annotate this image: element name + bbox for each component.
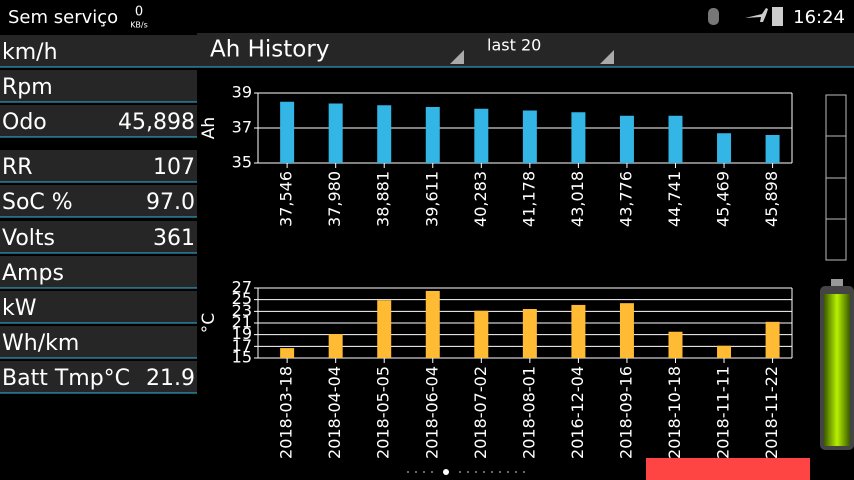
bar <box>377 300 392 358</box>
bar <box>717 345 732 358</box>
y-tick-label: 23 <box>232 301 252 320</box>
y-tick-label: 27 <box>232 278 252 297</box>
row-bg <box>0 326 197 358</box>
x-tick-label: 43,018 <box>568 171 587 227</box>
x-tick-label: 41,178 <box>519 171 538 227</box>
row-bg <box>0 150 197 182</box>
bluetooth-icon <box>708 8 719 25</box>
x-tick-label: 45,469 <box>714 171 733 227</box>
spinner-arrow <box>450 50 464 64</box>
row-bg <box>0 35 197 67</box>
row-value: 21.9 <box>146 366 195 391</box>
row-label: kW <box>2 296 37 321</box>
y-tick-label: 15 <box>232 348 252 367</box>
net-unit: KB/s <box>130 21 148 30</box>
x-tick-label: 2018-06-04 <box>422 366 441 459</box>
y-tick-label: 21 <box>232 313 252 332</box>
row-bg <box>0 70 197 102</box>
bar <box>765 135 780 163</box>
spinner-arrow <box>600 50 614 64</box>
y-tick-label: 25 <box>232 289 252 308</box>
bar <box>765 321 780 358</box>
y-axis-label: Ah <box>199 117 219 139</box>
bar <box>425 290 440 358</box>
x-tick-label: 2018-07-02 <box>471 366 490 459</box>
row-bg <box>0 361 197 393</box>
x-tick-label: 40,283 <box>471 171 490 227</box>
row-bg <box>0 185 197 217</box>
row-label: Odo <box>2 110 47 135</box>
x-tick-label: 43,776 <box>616 171 635 227</box>
x-tick-label: 37,546 <box>277 171 296 227</box>
x-tick-label: 2018-09-16 <box>616 366 635 459</box>
row-label: Amps <box>2 261 64 286</box>
row-bg <box>0 221 197 253</box>
bar <box>425 107 440 163</box>
x-tick-label: 2018-04-04 <box>325 366 344 459</box>
x-tick-label: 44,741 <box>665 171 684 227</box>
bar <box>377 105 392 163</box>
row-value: 45,898 <box>118 110 195 135</box>
row-label: SoC % <box>2 190 73 215</box>
x-tick-label: 2018-08-01 <box>519 366 538 459</box>
bar <box>668 115 683 163</box>
row-value: 97.0 <box>146 190 195 215</box>
y-tick-label: 39 <box>232 83 252 102</box>
net-speed: 0 <box>135 5 143 20</box>
x-tick-label: 2018-11-11 <box>714 366 733 459</box>
y-tick-label: 37 <box>232 118 252 137</box>
spinner-title[interactable]: Ah History <box>210 37 329 63</box>
y-tick-label: 35 <box>232 153 252 172</box>
y-tick-label: 17 <box>232 336 252 355</box>
carrier: Sem serviço <box>8 7 118 28</box>
bar <box>619 115 634 163</box>
x-tick-label: 38,881 <box>374 171 393 227</box>
header-bar <box>197 33 854 67</box>
battery-cap <box>831 279 843 287</box>
bar <box>474 108 489 163</box>
row-label: RR <box>2 155 33 180</box>
row-label: km/h <box>2 40 58 65</box>
x-tick-label: 2016-12-04 <box>568 366 587 459</box>
row-value: 107 <box>153 155 195 180</box>
battery-status-icon <box>772 7 783 26</box>
y-axis-label: °C <box>199 313 219 333</box>
row-label: Batt Tmp°C <box>2 366 130 391</box>
y-tick-label: 19 <box>232 324 252 343</box>
bar <box>280 101 295 163</box>
battery-level <box>824 294 850 446</box>
x-tick-label: 2018-05-05 <box>374 366 393 459</box>
row-value: 361 <box>153 226 195 251</box>
page-indicator <box>407 469 525 475</box>
x-tick-label: 45,898 <box>762 171 781 227</box>
x-tick-label: 2018-10-18 <box>665 366 684 459</box>
row-label: Rpm <box>2 75 53 100</box>
bar <box>474 310 489 358</box>
bar <box>522 309 537 358</box>
clock: 16:24 <box>793 7 845 28</box>
x-tick-label: 37,980 <box>325 171 344 227</box>
x-tick-label: 2018-03-18 <box>277 366 296 459</box>
bar <box>717 133 732 163</box>
bar <box>280 348 295 358</box>
bar <box>619 303 634 358</box>
spinner-range[interactable]: last 20 <box>487 36 541 55</box>
bar <box>328 334 343 358</box>
row-bg <box>0 256 197 288</box>
x-tick-label: 2018-11-22 <box>762 366 781 459</box>
bar <box>522 110 537 163</box>
row-label: Wh/km <box>2 331 79 356</box>
bar <box>571 112 586 163</box>
x-tick-label: 39,611 <box>422 171 441 227</box>
bar <box>571 304 586 358</box>
airplane-icon <box>745 8 768 22</box>
bar <box>668 331 683 358</box>
row-label: Volts <box>2 226 55 251</box>
red-bar <box>646 458 810 480</box>
bar <box>328 103 343 163</box>
row-bg <box>0 105 197 137</box>
status-bar <box>0 0 854 33</box>
row-bg <box>0 291 197 323</box>
